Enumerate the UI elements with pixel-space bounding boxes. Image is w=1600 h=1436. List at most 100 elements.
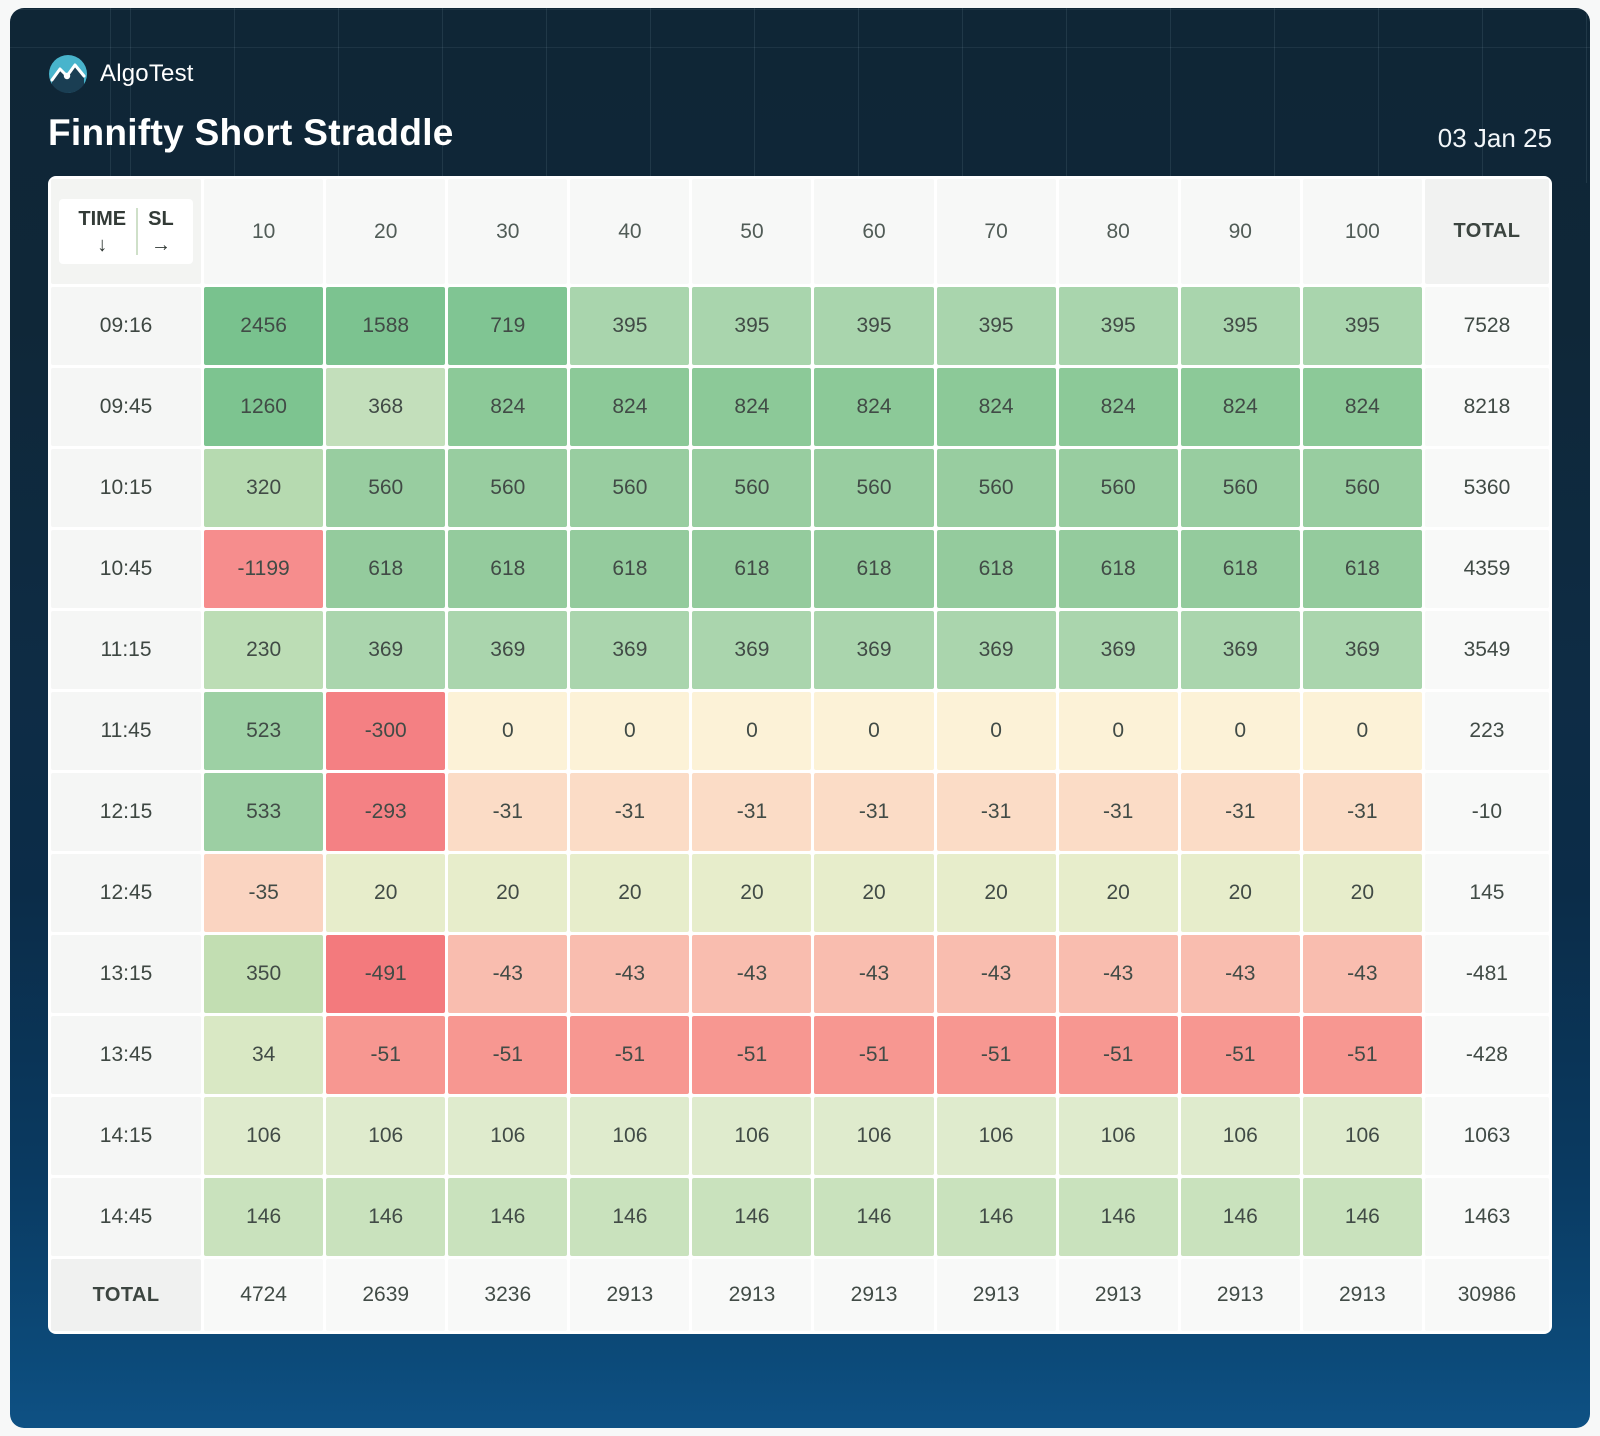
pnl-cell[interactable]: 523 — [204, 692, 324, 770]
pnl-cell[interactable]: 369 — [1302, 611, 1422, 689]
pnl-cell[interactable]: 0 — [692, 692, 812, 770]
pnl-cell[interactable]: -43 — [570, 935, 690, 1013]
pnl-cell[interactable]: 560 — [1302, 449, 1422, 527]
pnl-cell[interactable]: 368 — [326, 368, 446, 446]
pnl-cell[interactable]: -51 — [1180, 1016, 1300, 1094]
pnl-cell[interactable]: -51 — [448, 1016, 568, 1094]
pnl-cell[interactable]: 0 — [814, 692, 934, 770]
pnl-cell[interactable]: -31 — [692, 773, 812, 851]
pnl-cell[interactable]: 146 — [1180, 1178, 1300, 1256]
pnl-cell[interactable]: 20 — [1180, 854, 1300, 932]
pnl-cell[interactable]: 560 — [1180, 449, 1300, 527]
pnl-cell[interactable]: 146 — [692, 1178, 812, 1256]
pnl-cell[interactable]: 369 — [1058, 611, 1178, 689]
pnl-cell[interactable]: -43 — [936, 935, 1056, 1013]
pnl-cell[interactable]: -51 — [692, 1016, 812, 1094]
pnl-cell[interactable]: 146 — [570, 1178, 690, 1256]
pnl-cell[interactable]: 395 — [570, 287, 690, 365]
pnl-cell[interactable]: -43 — [1302, 935, 1422, 1013]
pnl-cell[interactable]: 146 — [1302, 1178, 1422, 1256]
pnl-cell[interactable]: -51 — [1058, 1016, 1178, 1094]
pnl-cell[interactable]: 395 — [936, 287, 1056, 365]
pnl-cell[interactable]: -43 — [448, 935, 568, 1013]
pnl-cell[interactable]: 824 — [814, 368, 934, 446]
pnl-cell[interactable]: 824 — [1302, 368, 1422, 446]
pnl-cell[interactable]: 106 — [1058, 1097, 1178, 1175]
pnl-cell[interactable]: 618 — [570, 530, 690, 608]
pnl-cell[interactable]: 34 — [204, 1016, 324, 1094]
pnl-cell[interactable]: 560 — [326, 449, 446, 527]
pnl-cell[interactable]: 20 — [814, 854, 934, 932]
pnl-cell[interactable]: 824 — [1058, 368, 1178, 446]
pnl-cell[interactable]: 369 — [814, 611, 934, 689]
pnl-cell[interactable]: -43 — [1058, 935, 1178, 1013]
pnl-cell[interactable]: 106 — [692, 1097, 812, 1175]
pnl-cell[interactable]: 2456 — [204, 287, 324, 365]
pnl-cell[interactable]: 369 — [448, 611, 568, 689]
pnl-cell[interactable]: 618 — [936, 530, 1056, 608]
pnl-cell[interactable]: 146 — [448, 1178, 568, 1256]
pnl-cell[interactable]: 395 — [692, 287, 812, 365]
pnl-cell[interactable]: 824 — [692, 368, 812, 446]
pnl-cell[interactable]: 20 — [448, 854, 568, 932]
pnl-cell[interactable]: 0 — [570, 692, 690, 770]
pnl-cell[interactable]: -31 — [936, 773, 1056, 851]
pnl-cell[interactable]: -491 — [326, 935, 446, 1013]
pnl-cell[interactable]: -43 — [814, 935, 934, 1013]
pnl-cell[interactable]: -51 — [1302, 1016, 1422, 1094]
pnl-cell[interactable]: -31 — [570, 773, 690, 851]
pnl-cell[interactable]: 618 — [692, 530, 812, 608]
pnl-cell[interactable]: 369 — [570, 611, 690, 689]
pnl-cell[interactable]: 618 — [1058, 530, 1178, 608]
pnl-cell[interactable]: -31 — [1302, 773, 1422, 851]
pnl-cell[interactable]: 719 — [448, 287, 568, 365]
pnl-cell[interactable]: 533 — [204, 773, 324, 851]
pnl-cell[interactable]: 230 — [204, 611, 324, 689]
pnl-cell[interactable]: 560 — [570, 449, 690, 527]
pnl-cell[interactable]: 20 — [326, 854, 446, 932]
pnl-cell[interactable]: -300 — [326, 692, 446, 770]
pnl-cell[interactable]: 0 — [1180, 692, 1300, 770]
pnl-cell[interactable]: 20 — [692, 854, 812, 932]
pnl-cell[interactable]: -31 — [1180, 773, 1300, 851]
pnl-cell[interactable]: 20 — [1302, 854, 1422, 932]
pnl-cell[interactable]: 146 — [1058, 1178, 1178, 1256]
pnl-cell[interactable]: 20 — [570, 854, 690, 932]
pnl-cell[interactable]: 560 — [692, 449, 812, 527]
pnl-cell[interactable]: 618 — [1180, 530, 1300, 608]
pnl-cell[interactable]: 560 — [448, 449, 568, 527]
pnl-cell[interactable]: 618 — [814, 530, 934, 608]
pnl-cell[interactable]: 395 — [1058, 287, 1178, 365]
pnl-cell[interactable]: 369 — [692, 611, 812, 689]
pnl-cell[interactable]: 560 — [936, 449, 1056, 527]
pnl-cell[interactable]: 369 — [326, 611, 446, 689]
pnl-cell[interactable]: -35 — [204, 854, 324, 932]
pnl-cell[interactable]: 106 — [936, 1097, 1056, 1175]
pnl-cell[interactable]: -43 — [1180, 935, 1300, 1013]
pnl-cell[interactable]: -51 — [326, 1016, 446, 1094]
pnl-cell[interactable]: -51 — [814, 1016, 934, 1094]
pnl-cell[interactable]: -1199 — [204, 530, 324, 608]
pnl-cell[interactable]: 395 — [1302, 287, 1422, 365]
pnl-cell[interactable]: 1260 — [204, 368, 324, 446]
pnl-cell[interactable]: 20 — [936, 854, 1056, 932]
pnl-cell[interactable]: -31 — [448, 773, 568, 851]
pnl-cell[interactable]: 106 — [814, 1097, 934, 1175]
pnl-cell[interactable]: 106 — [1302, 1097, 1422, 1175]
pnl-cell[interactable]: 369 — [936, 611, 1056, 689]
pnl-cell[interactable]: 824 — [448, 368, 568, 446]
pnl-cell[interactable]: 146 — [204, 1178, 324, 1256]
pnl-cell[interactable]: 106 — [326, 1097, 446, 1175]
pnl-cell[interactable]: 824 — [1180, 368, 1300, 446]
pnl-cell[interactable]: 0 — [1302, 692, 1422, 770]
pnl-cell[interactable]: 395 — [1180, 287, 1300, 365]
pnl-cell[interactable]: 0 — [936, 692, 1056, 770]
pnl-cell[interactable]: 824 — [936, 368, 1056, 446]
pnl-cell[interactable]: 369 — [1180, 611, 1300, 689]
pnl-cell[interactable]: 106 — [448, 1097, 568, 1175]
pnl-cell[interactable]: 106 — [204, 1097, 324, 1175]
pnl-cell[interactable]: 350 — [204, 935, 324, 1013]
pnl-cell[interactable]: 106 — [1180, 1097, 1300, 1175]
pnl-cell[interactable]: -31 — [814, 773, 934, 851]
pnl-cell[interactable]: 618 — [1302, 530, 1422, 608]
